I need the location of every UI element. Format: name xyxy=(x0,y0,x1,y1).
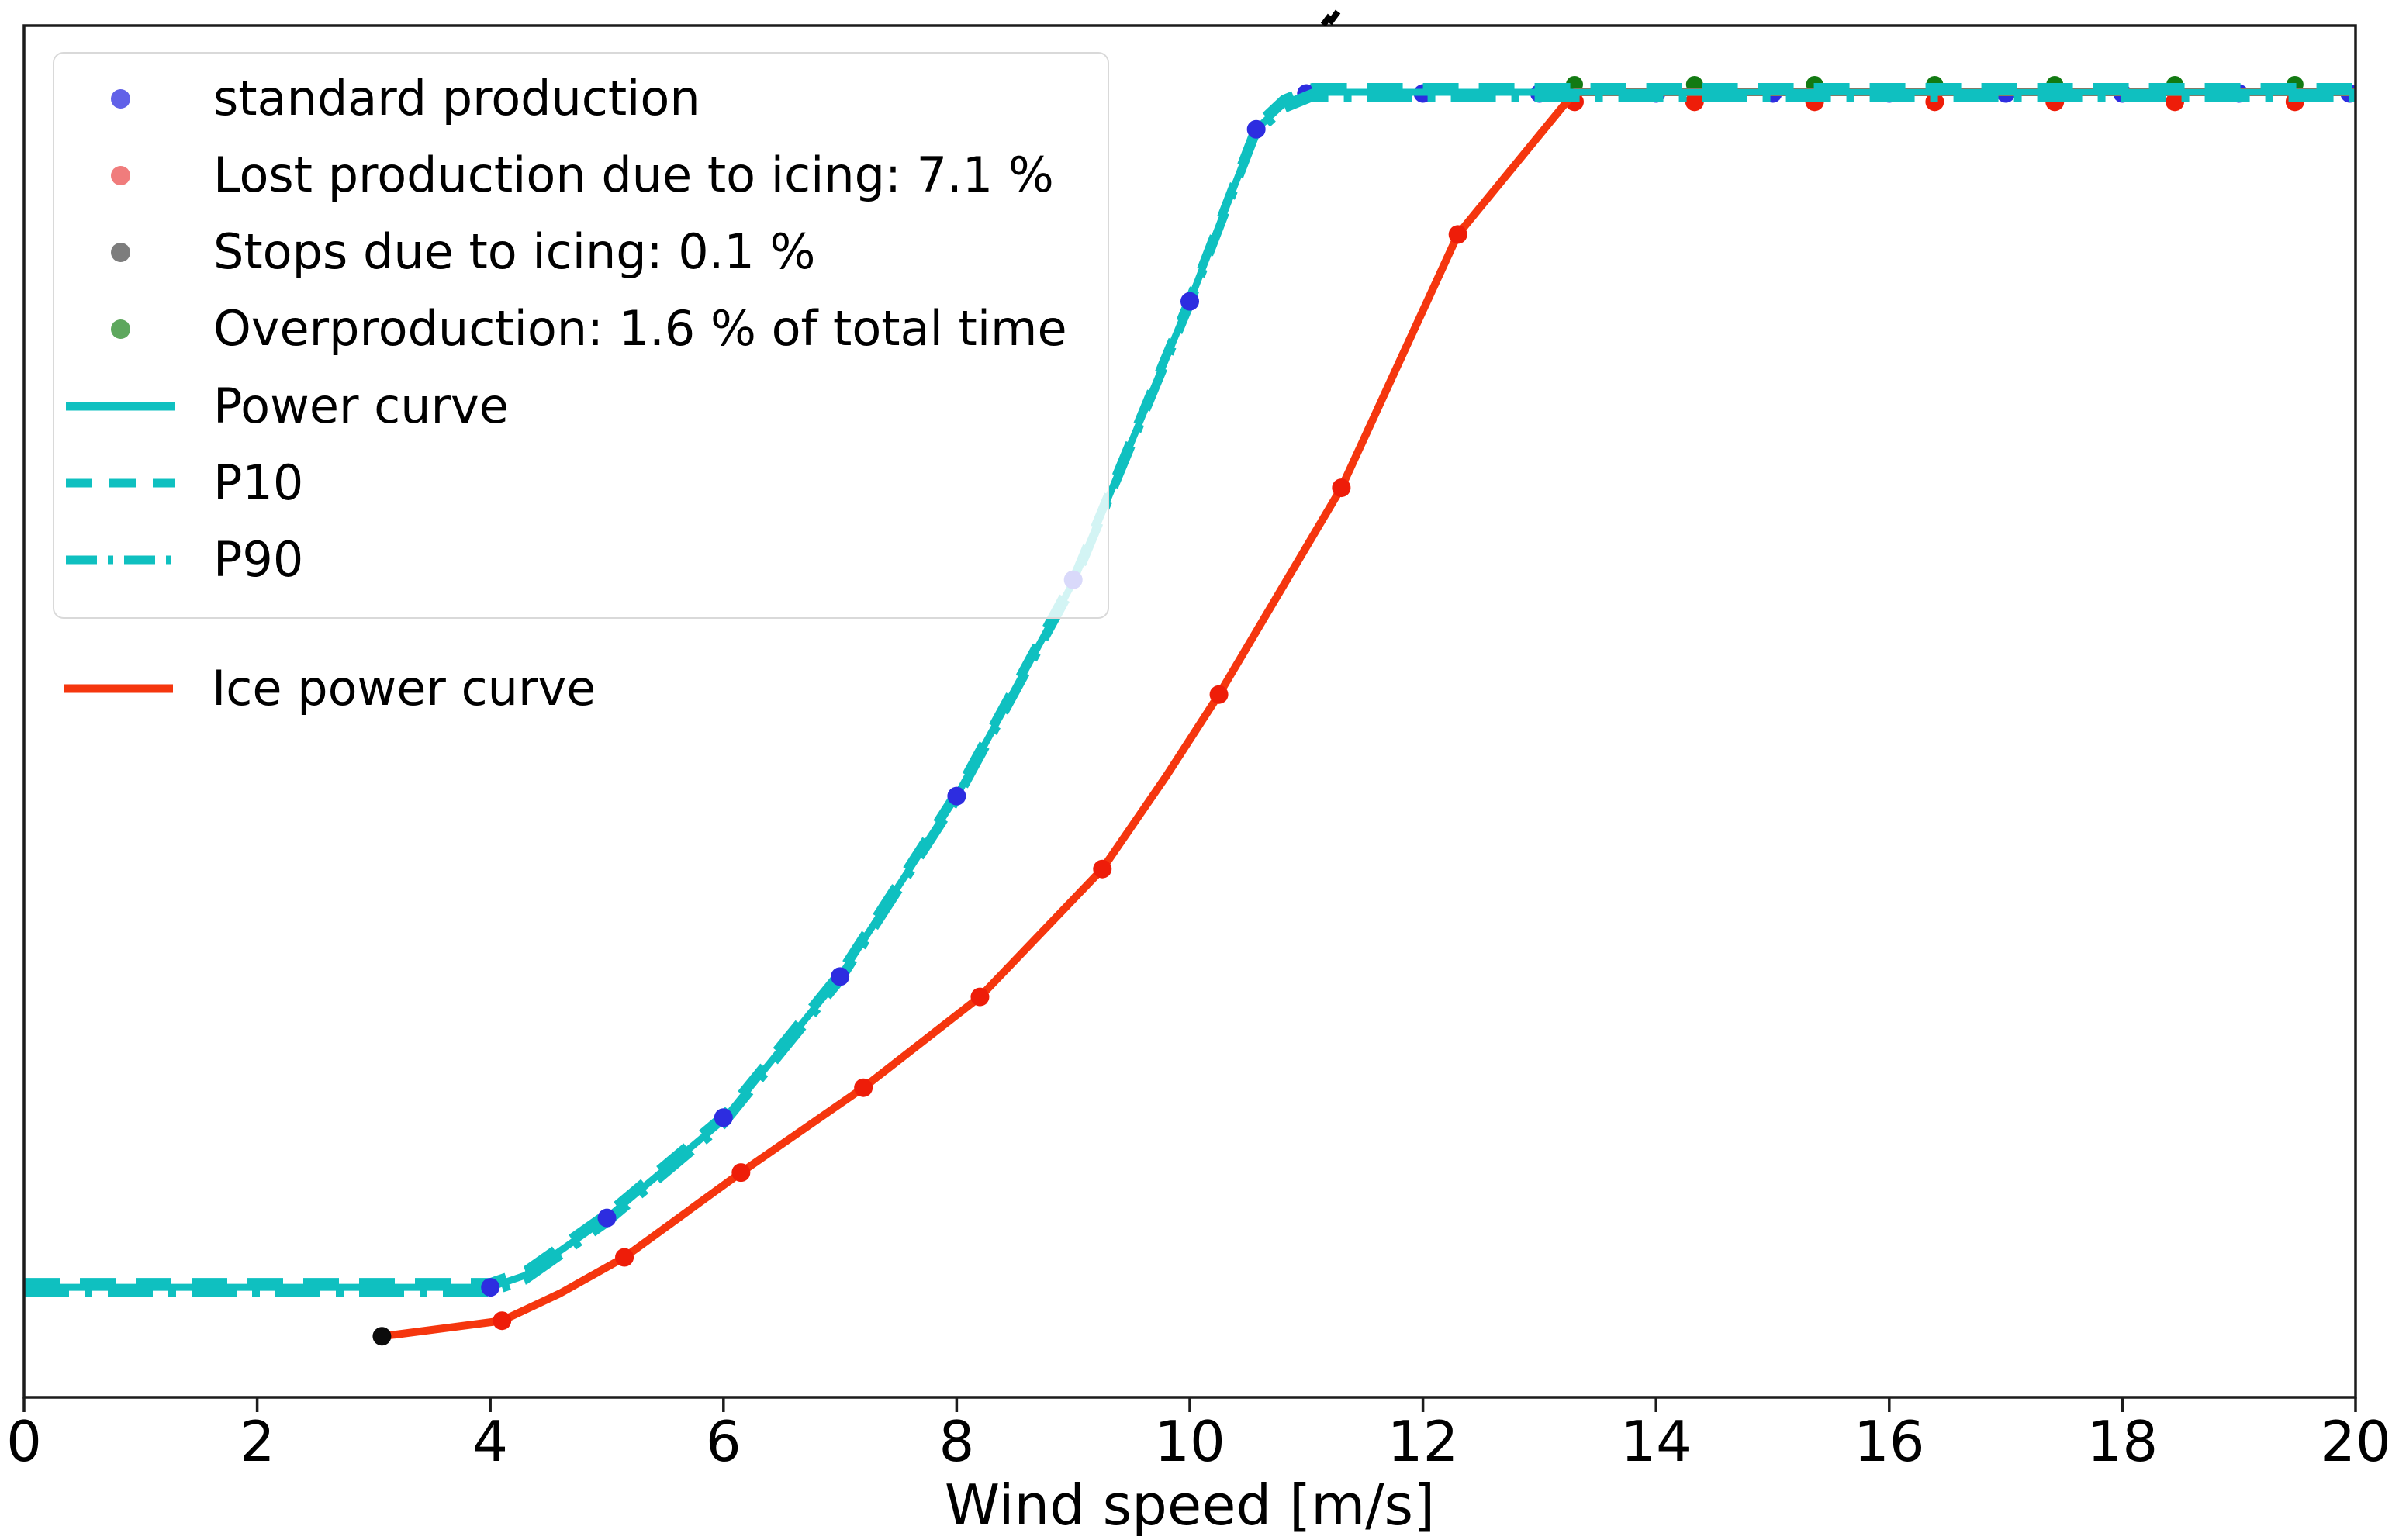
scatter-marker-icon xyxy=(66,242,175,262)
legend-item-p90: P90 xyxy=(54,523,1108,597)
ice-power-curve-line xyxy=(381,88,2356,1341)
scatter-dot-lost-production-due-to-icing xyxy=(1332,478,1351,498)
solid-line-icon xyxy=(66,397,175,416)
scatter-dot-lost-production-due-to-icing xyxy=(1925,92,1944,112)
legend-item-standard-production: standard production xyxy=(54,61,1108,136)
scatter-dot-lost-production-due-to-icing xyxy=(615,1248,634,1267)
legend-item-stops: Stops due to icing: 0.1 % xyxy=(54,215,1108,289)
scatter-dot-standard-production xyxy=(597,1208,617,1228)
scatter-points xyxy=(372,119,1467,1346)
scatter-dot-lost-production-due-to-icing xyxy=(1093,859,1112,879)
legend-item-label: Power curve xyxy=(213,377,509,434)
x-axis-label: Wind speed [m/s] xyxy=(945,1473,1435,1538)
legend-item-lost-production: Lost production due to icing: 7.1 % xyxy=(54,138,1108,212)
solid-line-icon xyxy=(64,679,173,698)
scatter-marker-icon xyxy=(66,319,175,339)
scatter-dot-standard-production xyxy=(481,1278,500,1297)
scatter-dot-lost-production-due-to-icing xyxy=(1209,685,1229,704)
scatter-dot-stops-due-to-icing xyxy=(372,1327,392,1346)
scatter-dot-lost-production-due-to-icing xyxy=(1685,92,1704,112)
legend-item-label: P10 xyxy=(213,454,304,511)
scatter-dot-lost-production-due-to-icing xyxy=(854,1078,873,1097)
x-tick-label: 14 xyxy=(1620,1409,1692,1474)
legend-item-label: standard production xyxy=(213,70,700,126)
scatter-marker-icon xyxy=(66,165,175,185)
legend-item-label: Overproduction: 1.6 % of total time xyxy=(213,300,1067,357)
clipped-title-mark xyxy=(1320,9,1341,27)
legend: standard production Lost production due … xyxy=(53,52,1109,619)
scatter-dot-standard-production xyxy=(947,786,966,806)
legend-item-label: Ice power curve xyxy=(212,660,596,716)
x-tick-label: 0 xyxy=(6,1409,42,1474)
x-axis: 0 2 4 6 8 10 12 14 16 18 20 Wind speed [m/s] xyxy=(6,1397,2391,1538)
x-tick-label: 18 xyxy=(2087,1409,2159,1474)
scatter-dot-lost-production-due-to-icing xyxy=(493,1311,512,1331)
x-tick-label: 4 xyxy=(472,1409,508,1474)
legend-item-overproduction: Overproduction: 1.6 % of total time xyxy=(54,292,1108,366)
p10-line xyxy=(24,83,2356,1285)
scatter-dot-lost-production-due-to-icing xyxy=(731,1163,751,1183)
legend-item-p10: P10 xyxy=(54,446,1108,520)
x-tick-label: 8 xyxy=(938,1409,974,1474)
scatter-dot-standard-production xyxy=(1180,292,1199,311)
x-tick-label: 20 xyxy=(2320,1409,2391,1474)
dashdot-line-icon xyxy=(66,551,175,569)
scatter-dot-standard-production xyxy=(1246,119,1266,139)
x-tick-label: 16 xyxy=(1854,1409,1925,1474)
x-tick-label: 12 xyxy=(1388,1409,1459,1474)
legend-item-label: Lost production due to icing: 7.1 % xyxy=(213,147,1054,204)
x-tick-label: 6 xyxy=(706,1409,741,1474)
x-tick-label: 2 xyxy=(240,1409,275,1474)
legend-item-label: P90 xyxy=(213,530,304,588)
legend-item-label: Stops due to icing: 0.1 % xyxy=(213,223,816,281)
scatter-marker-icon xyxy=(66,88,175,109)
legend-item-ice-power-curve: Ice power curve xyxy=(53,650,1139,727)
x-tick-label: 10 xyxy=(1154,1409,1225,1474)
dashed-line-icon xyxy=(66,474,175,492)
scatter-dot-lost-production-due-to-icing xyxy=(2166,92,2185,112)
scatter-dot-lost-production-due-to-icing xyxy=(970,987,990,1007)
plot-area xyxy=(24,75,2356,1346)
scatter-dot-lost-production-due-to-icing xyxy=(1448,225,1467,244)
legend-item-power-curve: Power curve xyxy=(54,369,1108,444)
scatter-dot-standard-production xyxy=(831,967,850,986)
scatter-dot-standard-production xyxy=(714,1108,733,1127)
